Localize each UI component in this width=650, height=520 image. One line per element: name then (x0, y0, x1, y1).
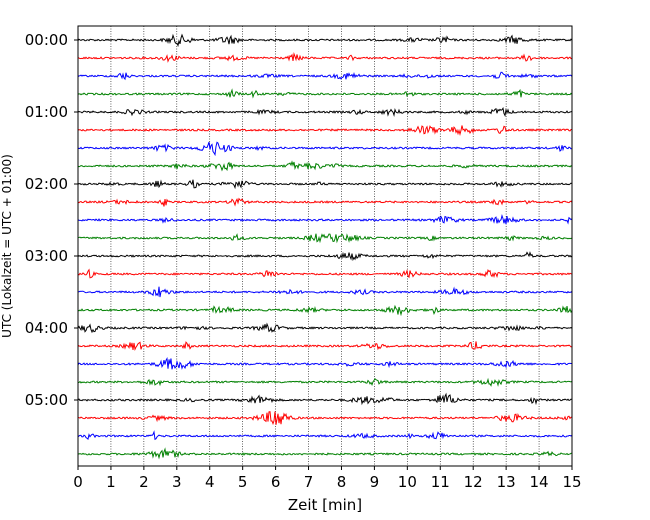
seismic-trace (77, 233, 573, 244)
seismic-trace (77, 322, 573, 334)
x-tick-label: 0 (73, 473, 83, 491)
x-tick-label: 9 (370, 473, 380, 491)
seismic-trace (77, 52, 573, 63)
seismic-trace (77, 251, 573, 262)
seismic-trace (77, 125, 573, 137)
x-tick-label: 14 (530, 473, 549, 491)
seismic-trace (77, 88, 573, 99)
y-axis-ticks: 00:00 01:00 02:00 03:00 04:00 05:00 (25, 31, 78, 409)
y-axis-label: UTC (Lokalzeit = UTC + 01:00) (0, 154, 14, 338)
plot-frame (77, 25, 573, 467)
y-tick-label: 03:00 (25, 247, 68, 265)
x-tick-label: 12 (464, 473, 483, 491)
seismic-trace (77, 356, 573, 370)
seismic-trace (77, 286, 573, 298)
x-tick-label: 10 (398, 473, 417, 491)
seismic-trace (77, 107, 573, 118)
seismic-trace (77, 268, 573, 279)
seismic-trace (77, 197, 573, 207)
seismic-trace (77, 392, 573, 406)
y-tick-label: 05:00 (25, 391, 68, 409)
x-axis-ticks: 0 1 2 3 4 5 6 7 8 9 10 11 12 13 14 15 (73, 466, 582, 491)
x-axis-label: Zeit [min] (288, 496, 362, 514)
seismic-trace (77, 447, 573, 460)
seismic-trace (77, 341, 573, 352)
seismic-trace (77, 430, 573, 441)
seismic-trace (77, 141, 573, 157)
seismic-trace (77, 160, 573, 172)
x-tick-label: 2 (139, 473, 149, 491)
x-tick-label: 1 (106, 473, 116, 491)
x-tick-label: 15 (562, 473, 581, 491)
seismic-trace (77, 179, 573, 190)
x-tick-label: 8 (337, 473, 347, 491)
seismic-trace (77, 377, 573, 387)
y-tick-label: 00:00 (25, 31, 68, 49)
x-tick-label: 6 (271, 473, 281, 491)
x-tick-label: 11 (431, 473, 450, 491)
y-tick-label: 01:00 (25, 103, 68, 121)
seismic-trace (77, 304, 573, 317)
x-tick-label: 5 (238, 473, 248, 491)
x-tick-label: 3 (172, 473, 182, 491)
seismic-trace (77, 71, 573, 81)
x-tick-label: 7 (304, 473, 314, 491)
x-tick-label: 13 (497, 473, 516, 491)
seismic-trace (77, 33, 573, 47)
x-tick-label: 4 (205, 473, 215, 491)
seismic-trace (77, 411, 573, 426)
trace-group (77, 33, 573, 460)
seismic-trace (77, 213, 573, 225)
y-tick-label: 04:00 (25, 319, 68, 337)
y-tick-label: 02:00 (25, 175, 68, 193)
vertical-grid (110, 26, 540, 466)
